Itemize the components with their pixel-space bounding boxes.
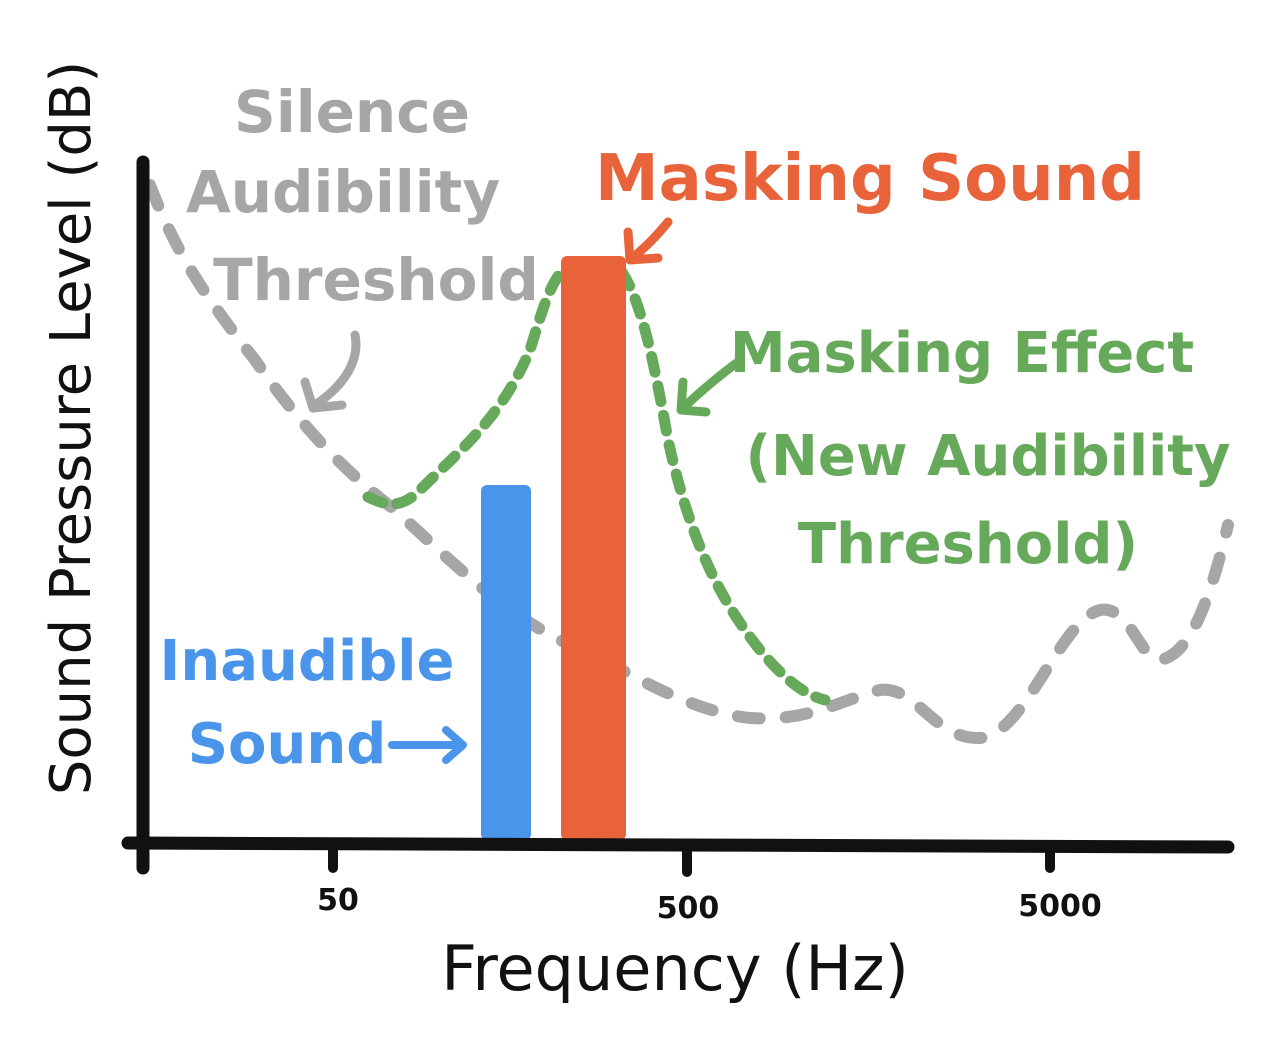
inaudible-sound-line: Inaudible [160,629,455,694]
silence-threshold-line: Threshold [213,246,539,314]
inaudible-sound-bar [481,485,531,840]
silence-threshold-arrow [300,330,361,413]
x-tick-label: 500 [657,891,720,926]
x-axis-label: Frequency (Hz) [441,932,909,1005]
silence-threshold-line: Silence [234,78,470,146]
masking-sound-bar [561,256,626,840]
inaudible-sound-arrow [388,726,467,764]
masking-effect-label: Masking Effect (New Audibility Threshold… [730,321,1231,577]
inaudible-sound-line: Sound [188,712,387,777]
y-axis-label: Sound Pressure Level (dB) [39,61,104,795]
masking-effect-line: Threshold) [798,512,1138,577]
masking-effect-arrow [676,357,743,417]
masking-effect-line: (New Audibility [745,424,1230,489]
x-tick-label: 50 [317,883,359,918]
masking-sound-label: Masking Sound [595,142,1145,216]
masking-effect-curve [362,264,831,706]
silence-threshold-line: Audibility [186,158,500,226]
x-tick-label: 5000 [1018,889,1102,924]
x-axis [121,836,1235,854]
inaudible-sound-label: Inaudible Sound [160,629,455,777]
silence-threshold-label: Silence Audibility Threshold [186,78,539,314]
masking-sound-arrow [623,217,673,265]
masking-effect-line: Masking Effect [730,321,1194,386]
